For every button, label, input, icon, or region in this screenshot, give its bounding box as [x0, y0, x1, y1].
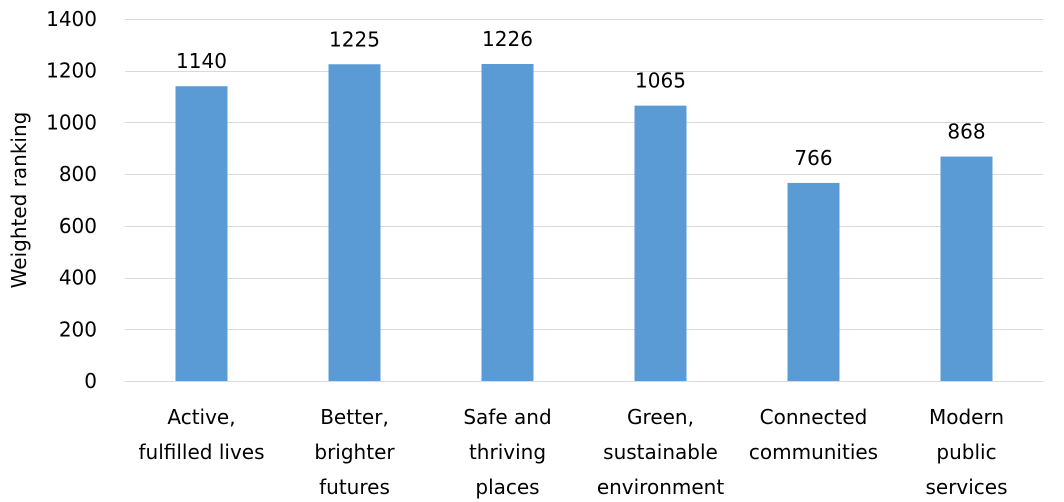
y-axis-ticks: 0 200 400 600 800 1000 1200 1400 — [46, 7, 97, 393]
y-tick-label: 600 — [59, 214, 97, 238]
x-category-label-line: Safe and — [463, 405, 551, 429]
x-category-label-line: Better, — [320, 405, 389, 429]
bars — [175, 63, 993, 382]
x-category-label: Connected communities — [749, 405, 878, 464]
y-tick-label: 1000 — [46, 110, 97, 134]
x-category-label-line: communities — [749, 440, 878, 464]
bar — [940, 156, 993, 381]
data-label: 1226 — [482, 27, 533, 51]
x-category-label: Green, sustainable environment — [597, 405, 725, 499]
x-category-label-line: Active, — [167, 405, 235, 429]
x-category-label-line: brighter — [314, 440, 395, 464]
x-category-label-line: Connected — [760, 405, 868, 429]
x-category-label-line: futures — [319, 475, 390, 499]
bar — [787, 182, 840, 381]
bar — [481, 63, 534, 382]
x-category-label-line: Modern — [929, 405, 1004, 429]
x-category-label: Better, brighter futures — [314, 405, 395, 499]
x-category-label-line: Green, — [627, 405, 694, 429]
data-label: 868 — [947, 120, 985, 144]
y-tick-label: 200 — [59, 317, 97, 341]
x-category-label: Modern public services — [925, 405, 1007, 499]
x-category-label: Safe and thriving places — [463, 405, 551, 499]
y-tick-label: 400 — [59, 266, 97, 290]
data-label: 1140 — [176, 49, 227, 73]
gridlines — [125, 19, 1043, 382]
y-tick-label: 800 — [59, 162, 97, 186]
x-category-label-line: environment — [597, 475, 725, 499]
data-label: 1065 — [635, 69, 686, 93]
data-label: 766 — [794, 146, 832, 170]
x-category-label-line: sustainable — [603, 440, 718, 464]
y-tick-label: 1200 — [46, 59, 97, 83]
x-category-label-line: fulfilled lives — [138, 440, 264, 464]
data-labels: 1140 1225 1226 1065 766 868 — [176, 27, 986, 170]
bar — [175, 86, 228, 381]
x-category-label: Active, fulfilled lives — [138, 405, 264, 464]
x-category-label-line: places — [475, 475, 539, 499]
bar — [328, 64, 381, 381]
bar — [634, 105, 687, 381]
x-category-label-line: thriving — [469, 440, 546, 464]
data-label: 1225 — [329, 27, 380, 51]
y-tick-label: 0 — [84, 369, 97, 393]
x-category-label-line: services — [925, 475, 1007, 499]
x-axis-categories: Active, fulfilled lives Better, brighter fut… — [138, 405, 1007, 499]
x-category-label-line: public — [936, 440, 996, 464]
y-axis-title: Weighted ranking — [7, 112, 31, 289]
y-tick-label: 1400 — [46, 7, 97, 31]
